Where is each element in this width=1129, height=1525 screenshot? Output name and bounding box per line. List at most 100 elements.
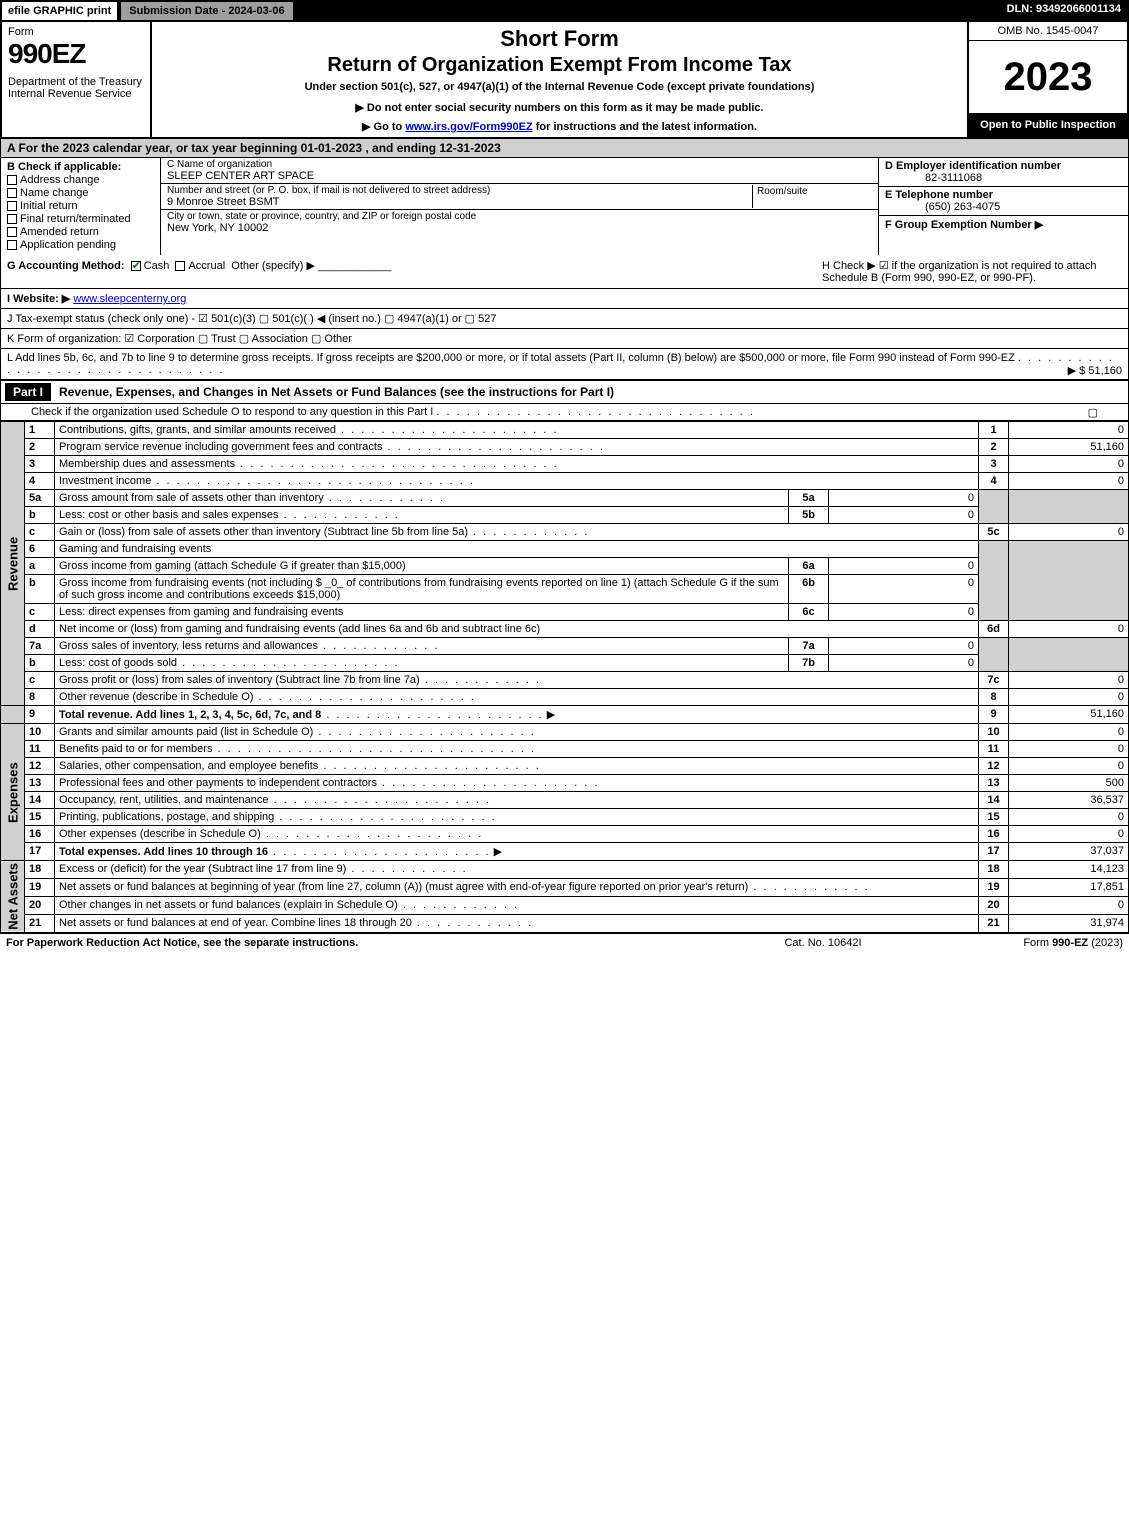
expenses-side-label: Expenses — [1, 724, 25, 861]
efile-print-label[interactable]: efile GRAPHIC print — [0, 0, 119, 22]
chk-name-change[interactable]: Name change — [7, 187, 154, 199]
line-13-desc: Professional fees and other payments to … — [59, 777, 377, 789]
form-header: Form 990EZ Department of the Treasury In… — [0, 22, 1129, 139]
website-label: I Website: ▶ — [7, 293, 70, 305]
dept-label: Department of the Treasury Internal Reve… — [8, 76, 144, 100]
ein-label: D Employer identification number — [885, 160, 1122, 172]
chk-address-change[interactable]: Address change — [7, 174, 154, 186]
col-d-ein-phone: D Employer identification number 82-3111… — [878, 158, 1128, 255]
line-6b-subval: 0 — [829, 575, 979, 604]
irs-link[interactable]: www.irs.gov/Form990EZ — [405, 121, 532, 133]
line-12-num: 12 — [25, 758, 55, 775]
line-1-num: 1 — [25, 422, 55, 439]
row-h-schedule-b: H Check ▶ ☑ if the organization is not r… — [822, 259, 1122, 284]
room-label: Room/suite — [757, 186, 808, 197]
revenue-side-label: Revenue — [1, 422, 25, 706]
form-label: Form — [8, 26, 144, 38]
form-number: 990EZ — [8, 38, 144, 70]
line-14-desc: Occupancy, rent, utilities, and maintena… — [59, 794, 269, 806]
line-6d-val: 0 — [1009, 621, 1129, 638]
short-form-title: Short Form — [162, 26, 957, 52]
line-5b-desc: Less: cost or other basis and sales expe… — [59, 509, 279, 521]
dln-label: DLN: 93492066001134 — [999, 0, 1129, 22]
ssn-note: ▶ Do not enter social security numbers o… — [162, 101, 957, 114]
chk-application-pending[interactable]: Application pending — [7, 239, 154, 251]
line-8-num: 8 — [25, 689, 55, 706]
line-9-desc: Total revenue. Add lines 1, 2, 3, 4, 5c,… — [59, 709, 321, 721]
line-17-desc: Total expenses. Add lines 10 through 16 — [59, 846, 268, 858]
chk-final-return[interactable]: Final return/terminated — [7, 213, 154, 225]
line-6b-subbox: 6b — [789, 575, 829, 604]
line-2-num: 2 — [25, 439, 55, 456]
line-13-val: 500 — [1009, 775, 1129, 792]
line-14-box: 14 — [979, 792, 1009, 809]
row-l-value: ▶ $ 51,160 — [1068, 364, 1122, 377]
line-7a-desc: Gross sales of inventory, less returns a… — [59, 640, 318, 652]
line-21-box: 21 — [979, 914, 1009, 932]
line-4-val: 0 — [1009, 473, 1129, 490]
line-11-num: 11 — [25, 741, 55, 758]
line-5b-subbox: 5b — [789, 507, 829, 524]
line-11-val: 0 — [1009, 741, 1129, 758]
line-19-desc: Net assets or fund balances at beginning… — [59, 881, 748, 893]
accounting-method-label: G Accounting Method: — [7, 260, 125, 272]
line-18-desc: Excess or (deficit) for the year (Subtra… — [59, 863, 346, 875]
line-21-num: 21 — [25, 914, 55, 932]
line-7a-num: 7a — [25, 638, 55, 655]
line-1-val: 0 — [1009, 422, 1129, 439]
chk-cash[interactable] — [131, 261, 141, 271]
top-bar: efile GRAPHIC print Submission Date - 20… — [0, 0, 1129, 22]
page-footer: For Paperwork Reduction Act Notice, see … — [0, 933, 1129, 952]
line-6-desc: Gaming and fundraising events — [55, 541, 979, 558]
line-12-val: 0 — [1009, 758, 1129, 775]
line-7c-val: 0 — [1009, 672, 1129, 689]
line-6c-num: c — [25, 604, 55, 621]
line-7b-num: b — [25, 655, 55, 672]
line-6c-subbox: 6c — [789, 604, 829, 621]
header-left: Form 990EZ Department of the Treasury In… — [2, 22, 152, 137]
line-20-desc: Other changes in net assets or fund bala… — [59, 899, 398, 911]
line-16-desc: Other expenses (describe in Schedule O) — [59, 828, 261, 840]
line-7a-subbox: 7a — [789, 638, 829, 655]
line-6a-desc: Gross income from gaming (attach Schedul… — [55, 558, 789, 575]
line-7c-desc: Gross profit or (loss) from sales of inv… — [59, 674, 420, 686]
line-15-val: 0 — [1009, 809, 1129, 826]
chk-amended-return[interactable]: Amended return — [7, 226, 154, 238]
row-k-org-form: K Form of organization: ☑ Corporation ▢ … — [0, 329, 1129, 349]
line-10-desc: Grants and similar amounts paid (list in… — [59, 726, 313, 738]
line-19-box: 19 — [979, 878, 1009, 896]
row-j-tax-exempt: J Tax-exempt status (check only one) - ☑… — [0, 309, 1129, 329]
line-19-num: 19 — [25, 878, 55, 896]
phone-label: E Telephone number — [885, 189, 1122, 201]
line-5c-val: 0 — [1009, 524, 1129, 541]
chk-accrual[interactable] — [175, 261, 185, 271]
line-7c-box: 7c — [979, 672, 1009, 689]
org-name-label: C Name of organization — [167, 159, 872, 170]
line-9-val: 51,160 — [1009, 706, 1129, 724]
chk-initial-return[interactable]: Initial return — [7, 200, 154, 212]
line-1-desc: Contributions, gifts, grants, and simila… — [59, 424, 336, 436]
footer-notice: For Paperwork Reduction Act Notice, see … — [6, 937, 723, 949]
goto-post: for instructions and the latest informat… — [533, 121, 757, 133]
line-17-box: 17 — [979, 843, 1009, 861]
part1-title: Revenue, Expenses, and Changes in Net As… — [59, 385, 614, 399]
line-15-box: 15 — [979, 809, 1009, 826]
part1-sub-chk[interactable]: ▢ — [1088, 406, 1098, 419]
website-link[interactable]: www.sleepcenterny.org — [73, 293, 186, 305]
line-3-val: 0 — [1009, 456, 1129, 473]
line-7c-num: c — [25, 672, 55, 689]
line-20-val: 0 — [1009, 896, 1129, 914]
line-5c-desc: Gain or (loss) from sale of assets other… — [59, 526, 468, 538]
row-a-tax-year: A For the 2023 calendar year, or tax yea… — [0, 139, 1129, 158]
part1-sub: Check if the organization used Schedule … — [0, 404, 1129, 421]
line-16-num: 16 — [25, 826, 55, 843]
line-5a-subval: 0 — [829, 490, 979, 507]
line-18-val: 14,123 — [1009, 861, 1129, 879]
goto-pre: ▶ Go to — [362, 121, 405, 133]
line-7a-subval: 0 — [829, 638, 979, 655]
line-17-num: 17 — [25, 843, 55, 861]
subtitle: Under section 501(c), 527, or 4947(a)(1)… — [162, 81, 957, 93]
line-15-desc: Printing, publications, postage, and shi… — [59, 811, 274, 823]
line-10-val: 0 — [1009, 724, 1129, 741]
line-14-val: 36,537 — [1009, 792, 1129, 809]
